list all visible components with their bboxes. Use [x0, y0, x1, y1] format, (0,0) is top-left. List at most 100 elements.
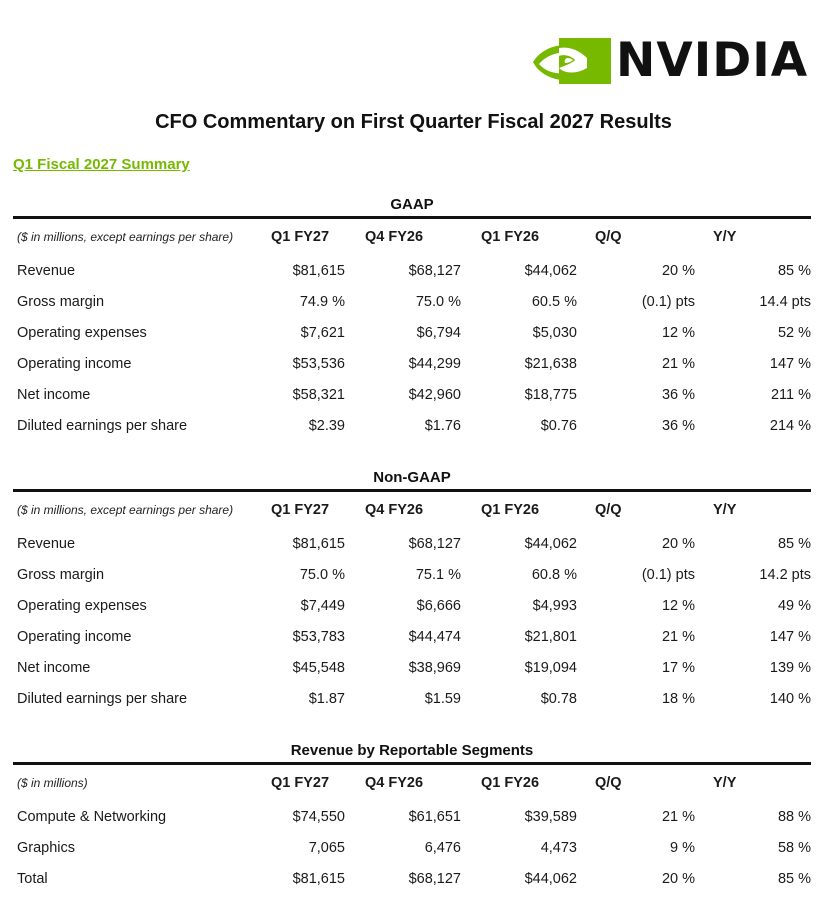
row-label: Gross margin [17, 566, 105, 583]
table-header-row: ($ in millions, except earnings per shar… [13, 219, 811, 255]
table-cell: $68,127 [408, 870, 461, 887]
table-cell: 4,473 [540, 839, 577, 856]
table-cell: $4,993 [532, 597, 577, 614]
table-cell: 52 % [777, 324, 811, 341]
table-cell: 211 % [770, 386, 811, 403]
table-cell: $39,589 [524, 808, 577, 825]
table-cell: $21,638 [524, 355, 577, 372]
table-cell: 74.9 % [299, 293, 345, 310]
row-label: Operating expenses [17, 597, 147, 614]
column-header: Q1 FY27 [271, 775, 330, 791]
table-row: Total $81,615 $68,127 $44,062 20 % 85 % [13, 863, 811, 894]
column-header: Q/Q [595, 775, 622, 791]
column-header: Q1 FY26 [481, 229, 540, 245]
table-cell: 17 % [661, 659, 695, 676]
table-cell: 12 % [661, 597, 695, 614]
row-label: Total [17, 870, 48, 887]
table-cell: 60.8 % [531, 566, 577, 583]
table-cell: $44,062 [524, 870, 577, 887]
table-cell: $19,094 [524, 659, 577, 676]
table-row: Net income $45,548 $38,969 $19,094 17 % 139 % [13, 652, 811, 683]
table-cell: $7,621 [300, 324, 345, 341]
row-label: Diluted earnings per share [17, 417, 188, 434]
gaap-section: GAAP ($ in millions, except earnings per … [13, 194, 811, 441]
table-cell: $53,536 [292, 355, 345, 372]
table-header-row: ($ in millions, except earnings per shar… [13, 492, 811, 528]
table-cell: $44,062 [524, 262, 577, 279]
table-cell: 18 % [661, 690, 695, 707]
table-cell: $2.39 [308, 417, 345, 434]
table-cell: $61,651 [408, 808, 461, 825]
table-cell: 36 % [661, 417, 695, 434]
table-cell: $44,299 [408, 355, 461, 372]
table-cell: 21 % [661, 628, 695, 645]
table-cell: $81,615 [292, 262, 345, 279]
row-label: Diluted earnings per share [17, 690, 188, 707]
table-cell: $1.87 [308, 690, 345, 707]
table-cell: $0.78 [540, 690, 577, 707]
table-cell: $6,666 [416, 597, 461, 614]
table-cell: 214 % [769, 417, 811, 434]
row-label: Compute & Networking [17, 808, 167, 825]
table-cell: $44,062 [524, 535, 577, 552]
table-row: Diluted earnings per share $2.39 $1.76 $0.7… [13, 410, 811, 441]
table-cell: 21 % [661, 808, 695, 825]
table-cell: $45,548 [292, 659, 345, 676]
column-header: Q1 FY27 [271, 229, 330, 245]
row-label: Revenue [17, 262, 76, 279]
table-cell: 6,476 [424, 839, 461, 856]
table-cell: $18,775 [524, 386, 577, 403]
units-note: ($ in millions, except earnings per shar… [17, 229, 234, 244]
table-row: Graphics 7,065 6,476 4,473 9 % 58 % [13, 832, 811, 863]
financial-table: ($ in millions, except earnings per shar… [13, 219, 811, 441]
table-cell: 75.0 % [299, 566, 345, 583]
table-cell: 36 % [661, 386, 695, 403]
table-row: Operating expenses $7,621 $6,794 $5,030 12 %… [13, 317, 811, 348]
units-note: ($ in millions, except earnings per shar… [17, 502, 234, 517]
table-cell: 20 % [661, 535, 695, 552]
section-title: Revenue by Reportable Segments [290, 742, 534, 759]
table-row: Operating income $53,536 $44,299 $21,638 21 … [13, 348, 811, 379]
table-cell: $42,960 [408, 386, 461, 403]
section-divider [13, 762, 811, 765]
financial-table: ($ in millions, except earnings per shar… [13, 492, 811, 714]
table-cell: 20 % [661, 870, 695, 887]
table-cell: 58 % [777, 839, 811, 856]
column-header: Y/Y [713, 502, 737, 518]
table-cell: 85 % [777, 262, 811, 279]
table-cell: 12 % [661, 324, 695, 341]
table-row: Net income $58,321 $42,960 $18,775 36 % 211 % [13, 379, 811, 410]
nvidia-eye-icon [531, 34, 611, 88]
column-header: Q/Q [595, 229, 622, 245]
row-label: Net income [17, 386, 91, 403]
row-label: Operating expenses [17, 324, 147, 341]
table-cell: 75.1 % [415, 566, 461, 583]
table-cell: 7,065 [308, 839, 345, 856]
table-cell: $53,783 [292, 628, 345, 645]
units-note: ($ in millions) [17, 775, 88, 790]
table-cell: 147 % [769, 628, 811, 645]
row-label: Net income [17, 659, 91, 676]
row-label: Operating income [17, 628, 132, 645]
row-label: Graphics [17, 839, 76, 856]
table-cell: 20 % [661, 262, 695, 279]
table-cell: 88 % [777, 808, 811, 825]
table-cell: $1.76 [424, 417, 461, 434]
section-divider [13, 489, 811, 492]
column-header: Q4 FY26 [365, 502, 424, 518]
table-cell: $68,127 [408, 535, 461, 552]
column-header: Q4 FY26 [365, 229, 424, 245]
table-cell: (0.1) pts [641, 566, 695, 583]
section-title: Non-GAAP [373, 469, 451, 486]
table-cell: $7,449 [300, 597, 345, 614]
table-cell: $5,030 [532, 324, 577, 341]
table-cell: 75.0 % [415, 293, 461, 310]
table-cell: 85 % [777, 535, 811, 552]
column-header: Q1 FY26 [481, 502, 540, 518]
table-cell: 49 % [777, 597, 811, 614]
column-header: Q/Q [595, 502, 622, 518]
summary-link[interactable]: Q1 Fiscal 2027 Summary [13, 156, 190, 173]
table-cell: 85 % [777, 870, 811, 887]
table-cell: 139 % [769, 659, 811, 676]
financial-table: ($ in millions) Q1 FY27 Q4 FY26 Q1 FY26 Q/Q Y… [13, 765, 811, 894]
